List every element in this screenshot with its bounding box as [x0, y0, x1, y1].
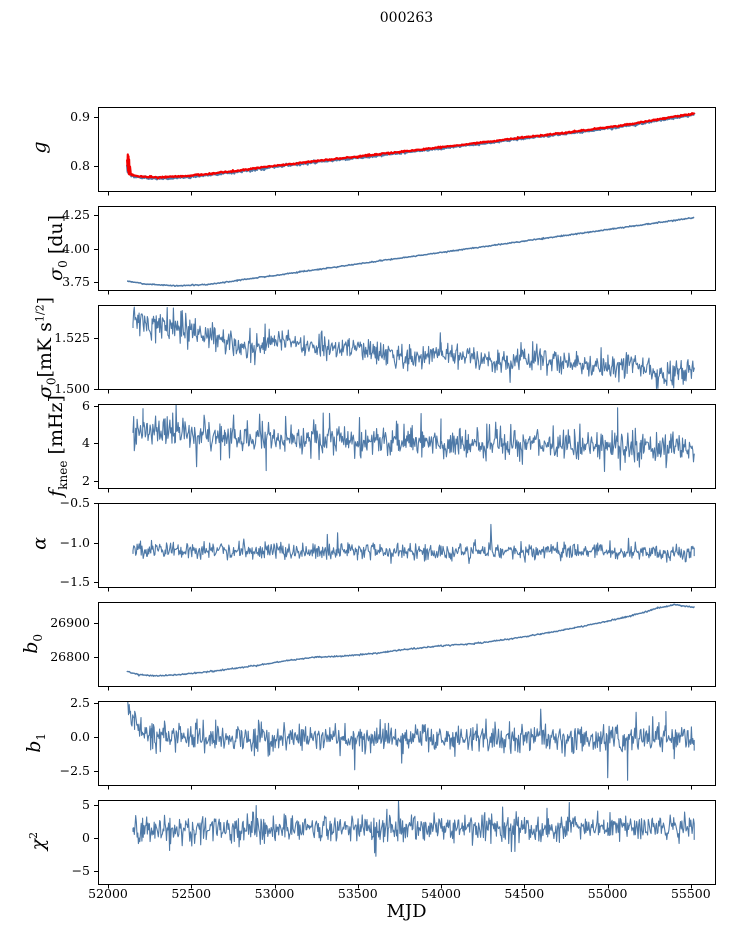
- y-tick-label: 5: [82, 797, 90, 813]
- y-tick-label: 0.9: [70, 108, 90, 124]
- ylabel-segment: knee: [55, 460, 70, 490]
- x-tick-label: 55500: [670, 886, 711, 901]
- y-tick-label: −5: [71, 862, 90, 878]
- x-axis-label: MJD: [386, 901, 427, 922]
- y-tick-label: 4.00: [62, 240, 90, 256]
- x-tick-label: 53000: [254, 886, 295, 901]
- axes-frame: [98, 503, 716, 588]
- series-chi2-line: [132, 800, 695, 857]
- ylabel-segment: χ: [27, 838, 50, 851]
- x-tick-label: 54000: [421, 886, 461, 901]
- subplot-alpha-axes: [94, 503, 716, 592]
- subplot-g-axes: [94, 107, 716, 196]
- subplot-fknee-axes: [94, 404, 716, 493]
- subplot-b0-axes: [94, 602, 716, 691]
- y-tick-label: 1.500: [54, 381, 90, 396]
- y-tick-label: 26800: [50, 648, 90, 664]
- axes-frame: [98, 602, 716, 687]
- series-gain-fit: [125, 112, 696, 180]
- axes-frame: [98, 404, 716, 489]
- y-tick-label: −2.5: [59, 762, 90, 778]
- x-tick-label: 52500: [171, 886, 212, 901]
- y-tick-label: −0.5: [59, 495, 90, 511]
- ylabel-segment: 2: [26, 831, 40, 839]
- y-tick-label: 6: [82, 397, 90, 413]
- series-sigma0-du-line: [126, 216, 695, 288]
- subplot-sigma0-mk-axes: [94, 305, 716, 394]
- y-tick-label: 4.25: [62, 207, 90, 223]
- ylabel-chi2: χ2: [26, 721, 50, 944]
- x-tick-label: 55000: [587, 886, 628, 901]
- series-b1-line: [127, 701, 695, 781]
- y-tick-label: 2: [82, 472, 90, 488]
- y-tick-label: 0.0: [70, 729, 90, 745]
- y-tick-label: 1.525: [54, 330, 90, 346]
- y-tick-label: 0: [82, 830, 90, 846]
- subplot-b1-axes: [94, 701, 716, 790]
- ylabel-segment: 1/2: [33, 304, 47, 323]
- ylabel-segment: 0: [55, 260, 70, 268]
- y-tick-label: 26900: [50, 615, 90, 631]
- y-tick-label: 3.75: [62, 274, 90, 289]
- axes-frame: [98, 107, 716, 192]
- axes-frame: [98, 701, 716, 786]
- series-b0-line: [126, 603, 695, 678]
- y-tick-label: −1.0: [59, 534, 90, 550]
- x-tick-label: 54500: [504, 886, 545, 901]
- ylabel-segment: ]: [33, 296, 56, 305]
- series-gain-data: [125, 112, 696, 181]
- x-tick-label: 52000: [88, 886, 128, 901]
- axes-frame: [98, 800, 716, 885]
- subplot-sigma0-du-axes: [94, 206, 716, 295]
- axes-frame: [98, 305, 716, 390]
- y-tick-label: −1.5: [59, 574, 90, 590]
- y-tick-label: 4: [82, 435, 90, 451]
- series-fknee-line: [132, 404, 695, 473]
- axes-frame: [98, 206, 716, 291]
- figure-title: 000263: [379, 10, 434, 26]
- series-alpha-line: [132, 523, 695, 565]
- y-tick-label: 2.5: [70, 695, 90, 711]
- subplot-chi2-axes: [94, 800, 716, 889]
- y-tick-label: 0.8: [70, 157, 90, 173]
- series-sigma0-mk-line: [132, 306, 695, 389]
- x-tick-label: 53500: [337, 886, 378, 901]
